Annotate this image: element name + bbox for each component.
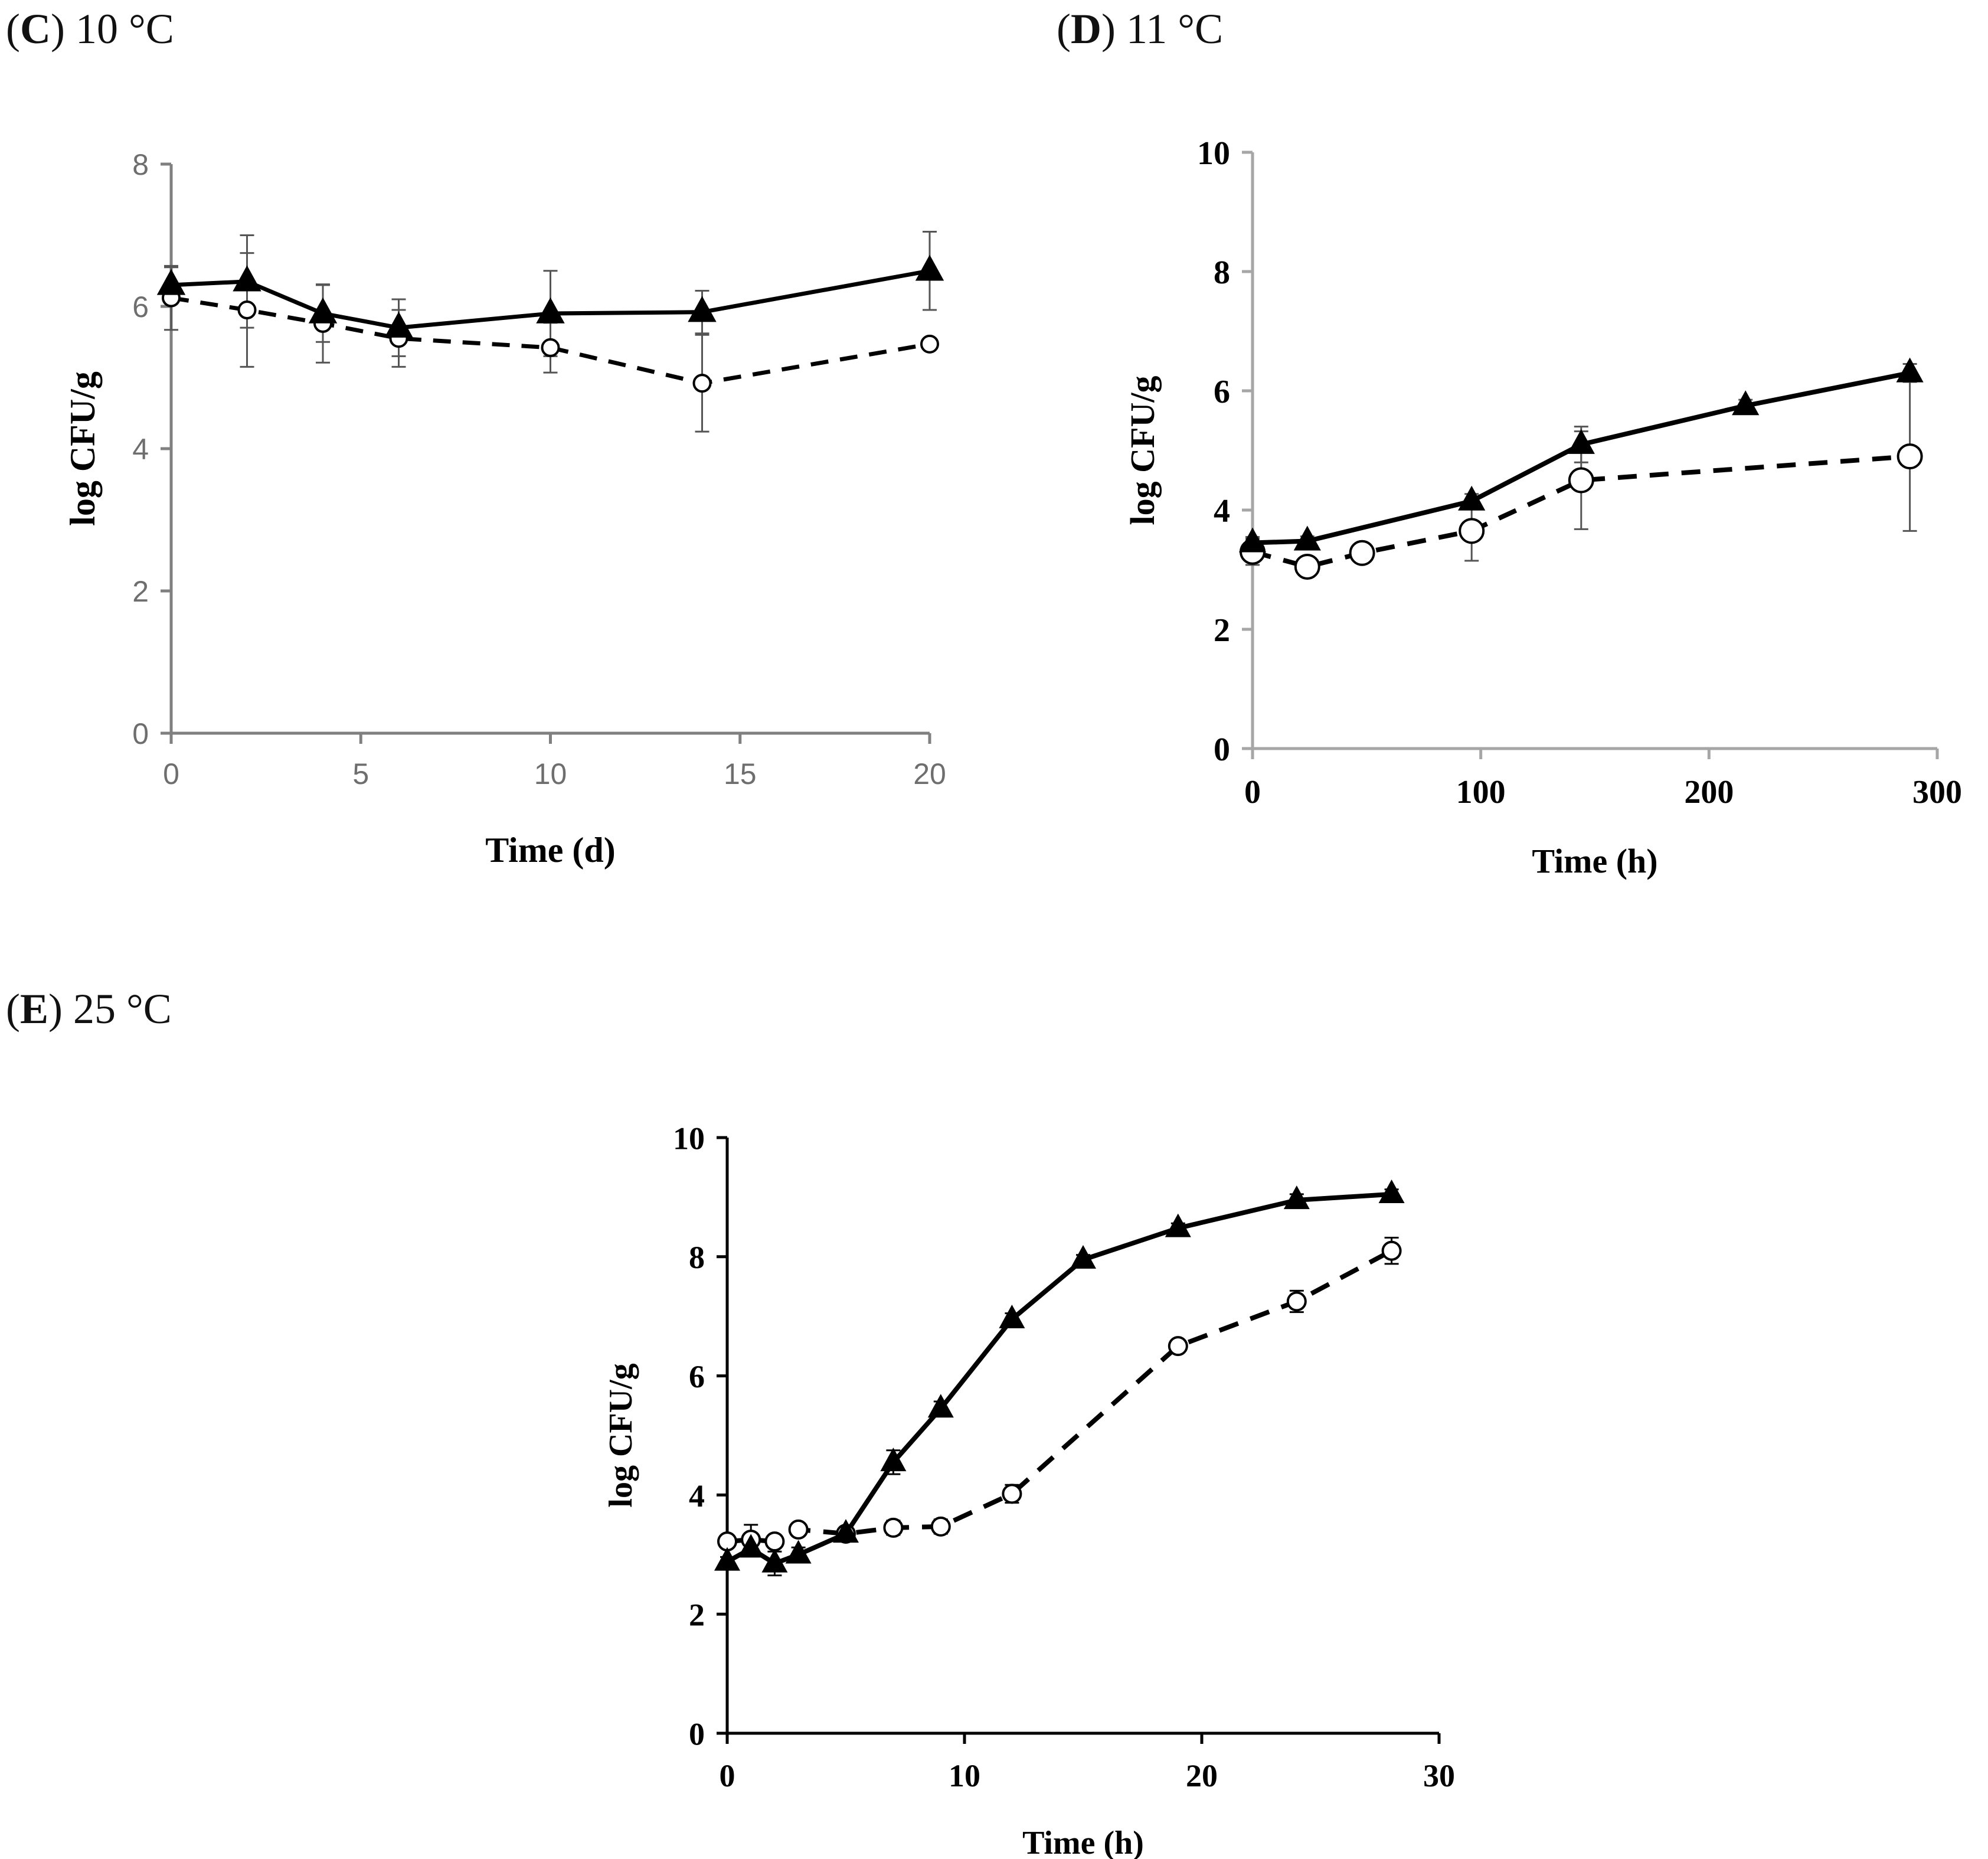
panel-d-letter: D (1070, 5, 1101, 53)
data-point-circle (920, 334, 939, 354)
data-point-triangle (384, 311, 413, 338)
data-point-circle (1459, 518, 1485, 544)
y-tick-label: 4 (689, 1478, 705, 1514)
data-point-circle (1568, 467, 1594, 494)
y-tick-label: 2 (689, 1597, 705, 1633)
y-tick-label: 6 (1214, 374, 1230, 410)
data-point-circle (692, 374, 712, 393)
panel-d-open: ( (1057, 5, 1071, 53)
data-point-triangle (536, 297, 565, 324)
data-point-circle (883, 1517, 904, 1538)
y-tick-label: 4 (132, 433, 149, 466)
x-axis-label: Time (d) (485, 831, 616, 870)
x-tick-label: 20 (913, 757, 946, 790)
data-point-circle (1349, 540, 1375, 566)
x-axis-label: Time (h) (1022, 1825, 1144, 1859)
y-tick-label: 2 (1214, 612, 1230, 649)
data-point-triangle (1293, 525, 1321, 551)
panel-d-title: (D) 11 °C (1057, 5, 1223, 54)
data-point-circle (541, 338, 560, 357)
x-tick-label: 100 (1456, 774, 1506, 811)
data-point-triangle (1070, 1245, 1096, 1269)
data-point-triangle (761, 1548, 788, 1573)
panel-c-letter: C (19, 5, 51, 53)
data-point-triangle (1896, 357, 1924, 383)
data-point-triangle (738, 1534, 764, 1558)
data-point-triangle (1283, 1185, 1310, 1210)
data-point-triangle (785, 1540, 812, 1564)
y-tick-label: 4 (1214, 493, 1230, 530)
x-tick-label: 15 (724, 757, 757, 790)
y-tick-label: 0 (132, 717, 149, 750)
panel-c-temp: 10 °C (75, 5, 174, 53)
x-tick-label: 20 (1186, 1758, 1218, 1793)
data-point-triangle (915, 254, 944, 281)
y-axis-label: log CFU/g (1123, 376, 1162, 525)
data-point-circle (764, 1531, 785, 1552)
data-point-triangle (156, 269, 186, 295)
x-tick-label: 200 (1684, 774, 1734, 811)
data-point-triangle (1238, 527, 1267, 553)
x-tick-label: 10 (534, 757, 567, 790)
x-tick-label: 0 (1244, 774, 1261, 811)
data-point-triangle (688, 296, 717, 322)
data-point-triangle (1567, 429, 1595, 454)
chart-c: 0 2 4 6 8 0 5 10 15 20 Time (d) log CFU/g (63, 148, 946, 870)
panel-e-temp: 25 °C (73, 985, 172, 1033)
series-line-triangle-solid (1252, 370, 1911, 545)
panel-e-letter: E (19, 985, 49, 1033)
panel-d-temp: 11 °C (1126, 5, 1224, 53)
data-point-circle (1294, 553, 1320, 580)
x-tick-label: 30 (1423, 1758, 1455, 1793)
x-axis-label: Time (h) (1532, 842, 1657, 880)
x-tick-label: 10 (949, 1758, 980, 1793)
panel-d-close: ) (1101, 5, 1116, 53)
data-point-triangle (1378, 1180, 1405, 1204)
data-point-circle (1381, 1240, 1402, 1261)
y-tick-label: 8 (132, 148, 149, 181)
data-point-circle (1897, 443, 1923, 470)
chart-e: 0 2 4 6 8 10 0 10 20 30 Time (h) log CFU/g (603, 1120, 1455, 1859)
y-tick-label: 0 (689, 1716, 705, 1752)
x-tick-label: 0 (720, 1758, 735, 1793)
y-tick-label: 2 (132, 575, 149, 608)
panel-c-open: ( (6, 5, 20, 53)
y-tick-label: 8 (689, 1240, 705, 1275)
y-axis-label: log CFU/g (603, 1363, 639, 1507)
y-axis-label: log CFU/g (63, 371, 102, 526)
data-point-circle (788, 1519, 809, 1540)
y-tick-label: 10 (1197, 135, 1230, 172)
data-point-triangle (1165, 1213, 1191, 1237)
data-point-triangle (833, 1519, 859, 1543)
y-tick-label: 10 (673, 1120, 705, 1156)
data-point-circle (930, 1516, 951, 1537)
data-point-triangle (714, 1547, 740, 1571)
data-point-circle (1168, 1336, 1188, 1357)
data-point-triangle (1458, 485, 1486, 511)
data-point-triangle (233, 265, 261, 292)
panel-e-open: ( (6, 985, 20, 1033)
data-point-triangle (927, 1394, 954, 1418)
panel-e-close: ) (48, 985, 63, 1033)
x-tick-label: 5 (352, 757, 369, 790)
data-point-circle (237, 300, 257, 320)
y-tick-label: 8 (1214, 254, 1230, 291)
data-point-triangle (1732, 390, 1760, 416)
data-point-triangle (880, 1448, 907, 1472)
y-tick-label: 6 (689, 1359, 705, 1394)
data-point-triangle (308, 297, 338, 324)
data-point-circle (1286, 1291, 1307, 1312)
y-tick-label: 6 (132, 290, 149, 324)
panel-e-title: (E) 25 °C (6, 985, 172, 1034)
y-tick-label: 0 (1214, 731, 1230, 768)
data-point-triangle (999, 1304, 1025, 1328)
panel-c-title: (C) 10 °C (6, 5, 174, 54)
series-line-triangle-solid (726, 1191, 1392, 1566)
x-tick-label: 300 (1912, 774, 1962, 811)
x-tick-label: 0 (163, 757, 179, 790)
panel-c-close: ) (50, 5, 65, 53)
data-point-circle (1002, 1484, 1022, 1504)
